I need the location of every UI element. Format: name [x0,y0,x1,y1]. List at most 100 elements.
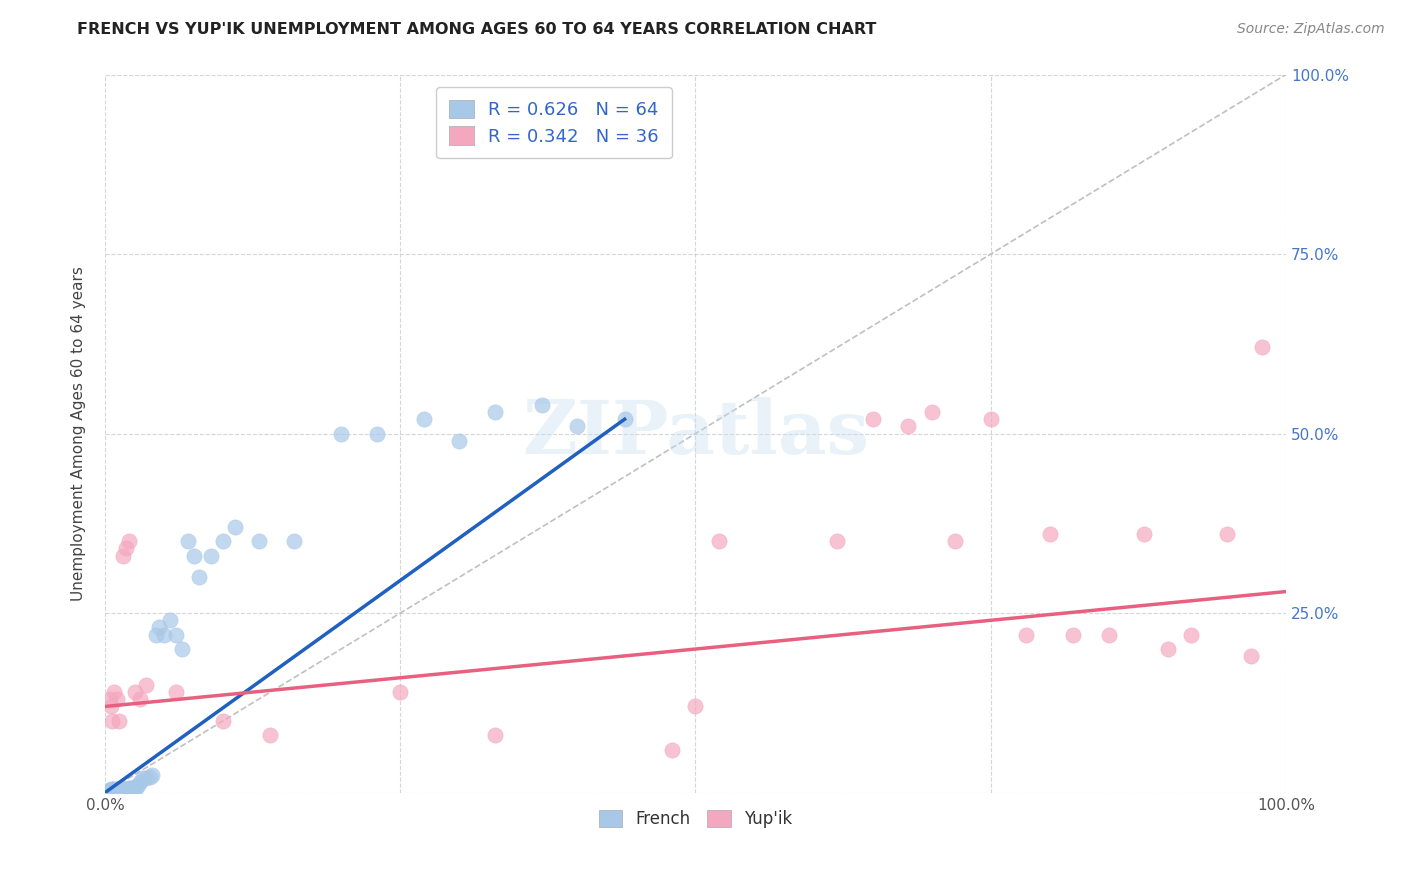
Point [862,412,884,426]
Point [135,678,157,692]
Point [921,405,943,419]
Point [111,783,134,797]
Point [115,783,138,797]
Point [389,685,412,699]
Point [103,782,125,797]
Point [110,782,132,797]
Point [165,685,187,699]
Point [980,412,1002,426]
Point [103,782,125,797]
Point [110,782,132,797]
Point [117,782,139,797]
Point [145,628,167,642]
Point [330,426,353,441]
Point [148,620,170,634]
Point [103,783,125,797]
Point [661,742,683,756]
Point [484,405,506,419]
Text: Source: ZipAtlas.com: Source: ZipAtlas.com [1237,22,1385,37]
Point [105,782,128,797]
Point [110,782,132,797]
Point [141,767,163,781]
Point [484,728,506,742]
Point [176,534,198,549]
Point [129,775,152,789]
Point [170,642,193,657]
Point [283,534,305,549]
Point [1062,628,1084,642]
Point [100,782,122,797]
Point [108,782,131,797]
Point [98,782,121,797]
Point [135,772,157,786]
Point [825,534,848,549]
Point [98,692,121,706]
Text: ZIPatlas: ZIPatlas [522,397,869,470]
Point [449,434,471,448]
Point [132,772,155,786]
Point [200,549,222,563]
Point [129,692,152,706]
Point [1098,628,1121,642]
Point [107,782,129,797]
Point [1133,527,1156,541]
Legend: French, Yup'ik: French, Yup'ik [592,803,799,835]
Point [124,780,146,794]
Point [1015,628,1038,642]
Point [98,784,121,798]
Point [111,782,134,797]
Point [100,783,122,797]
Point [103,685,125,699]
Point [108,714,131,728]
Point [100,699,122,714]
Point [247,534,270,549]
Point [613,412,636,426]
Point [101,714,124,728]
Point [117,534,139,549]
Point [107,783,129,797]
Point [101,782,124,797]
Point [1251,340,1274,354]
Point [212,714,235,728]
Point [412,412,434,426]
Point [1239,649,1261,664]
Point [943,534,966,549]
Point [124,685,146,699]
Point [188,570,211,584]
Point [224,520,246,534]
Point [118,782,141,797]
Point [212,534,235,549]
Point [97,783,120,797]
Point [120,781,142,796]
Point [685,699,707,714]
Point [114,782,136,797]
Point [125,780,148,795]
Point [117,781,139,796]
Point [530,398,553,412]
Point [115,541,138,556]
Point [127,779,149,793]
Point [112,782,135,797]
Point [104,782,127,797]
Point [1039,527,1062,541]
Point [183,549,205,563]
Point [101,783,124,797]
Point [105,782,128,797]
Point [105,692,128,706]
Text: FRENCH VS YUP'IK UNEMPLOYMENT AMONG AGES 60 TO 64 YEARS CORRELATION CHART: FRENCH VS YUP'IK UNEMPLOYMENT AMONG AGES… [77,22,877,37]
Point [1216,527,1239,541]
Point [159,613,181,627]
Point [121,780,143,795]
Point [707,534,730,549]
Point [139,770,162,784]
Point [897,419,920,434]
Point [153,628,176,642]
Point [567,419,589,434]
Point [366,426,388,441]
Point [110,783,132,797]
Point [104,783,127,797]
Point [259,728,281,742]
Point [96,784,118,798]
Point [111,549,134,563]
Point [1157,642,1180,657]
